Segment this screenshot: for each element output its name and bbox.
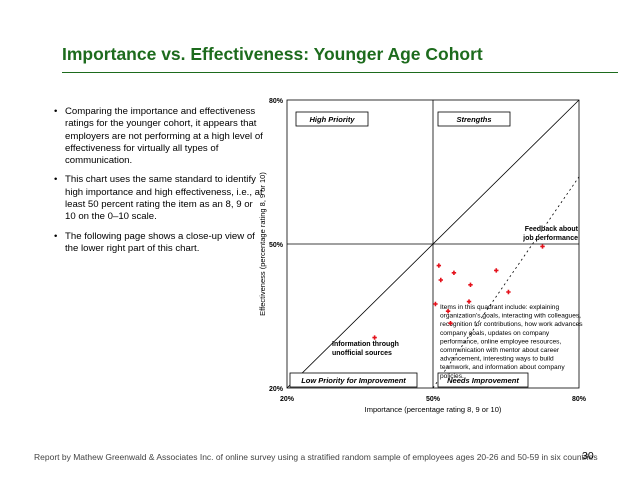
x-tick-label: 80% — [572, 396, 587, 403]
annotation-quadrant-note: advancement, interesting ways to build — [440, 356, 554, 363]
quadrant-label-bottom-left: Low Priority for Improvement — [301, 376, 406, 385]
data-point — [494, 268, 499, 273]
annotation-information: Information through — [332, 341, 399, 348]
quadrant-label-bottom-right: Needs Improvement — [447, 376, 519, 385]
quadrant-label-box — [289, 372, 418, 388]
data-point — [445, 309, 451, 314]
data-point — [451, 270, 457, 275]
y-tick-label: 50% — [269, 242, 284, 249]
annotation-quadrant-note: performance, online employee resources, — [440, 338, 561, 345]
data-point — [436, 263, 442, 268]
annotation-quadrant-note: teamwork, and information about company — [440, 364, 565, 371]
annotation-quadrant-note: recognition for contributions, how work … — [440, 321, 583, 328]
bullet-list: Comparing the importance and effectivene… — [54, 106, 264, 262]
annotation-feedback: Feedback about — [525, 226, 579, 233]
bullet-item: This chart uses the same standard to ide… — [54, 174, 264, 223]
x-axis-label: Importance (percentage rating 8, 9 or 10… — [365, 405, 502, 414]
quadrant-label-box — [295, 111, 369, 127]
bullet-item: The following page shows a close-up view… — [54, 231, 264, 256]
quadrant-label-top-left: High Priority — [309, 115, 355, 124]
page-number: 30 — [582, 450, 594, 462]
annotation-information: unofficial sources — [332, 350, 392, 357]
annotation-quadrant-note: policies. — [440, 373, 464, 380]
data-point — [448, 321, 453, 326]
annotation-quadrant-note: Items in this quadrant include: explaini… — [440, 304, 559, 311]
footer-note: Report by Mathew Greenwald & Associates … — [34, 452, 598, 462]
annotation-quadrant-note: company goals, updates on company — [440, 330, 550, 337]
page-title: Importance vs. Effectiveness: Younger Ag… — [62, 44, 483, 64]
y-tick-label: 80% — [269, 98, 284, 105]
bullet-item: Comparing the importance and effectivene… — [54, 106, 264, 167]
annotation-feedback: job performance — [522, 235, 578, 242]
quadrant-label-box — [437, 111, 511, 127]
data-point — [433, 301, 438, 307]
data-point — [468, 282, 473, 287]
quadrant-label-box — [437, 372, 529, 388]
x-tick-label: 20% — [280, 396, 295, 403]
y-axis-label: Effectiveness (percentage rating 8, 9 or… — [258, 172, 267, 316]
data-point — [372, 335, 377, 340]
y-tick-label: 20% — [269, 386, 284, 393]
annotation-quadrant-note: communication with mentor about career — [440, 347, 560, 354]
data-point — [438, 277, 443, 283]
data-point — [466, 299, 472, 304]
diagonal-line — [286, 99, 580, 389]
quadrant-label-top-right: Strengths — [456, 115, 491, 124]
title-underline — [62, 72, 618, 73]
x-tick-label: 50% — [426, 396, 441, 403]
annotation-quadrant-note: organization’s goals, interacting with c… — [440, 313, 581, 320]
data-point — [506, 289, 511, 295]
data-point — [540, 244, 545, 249]
